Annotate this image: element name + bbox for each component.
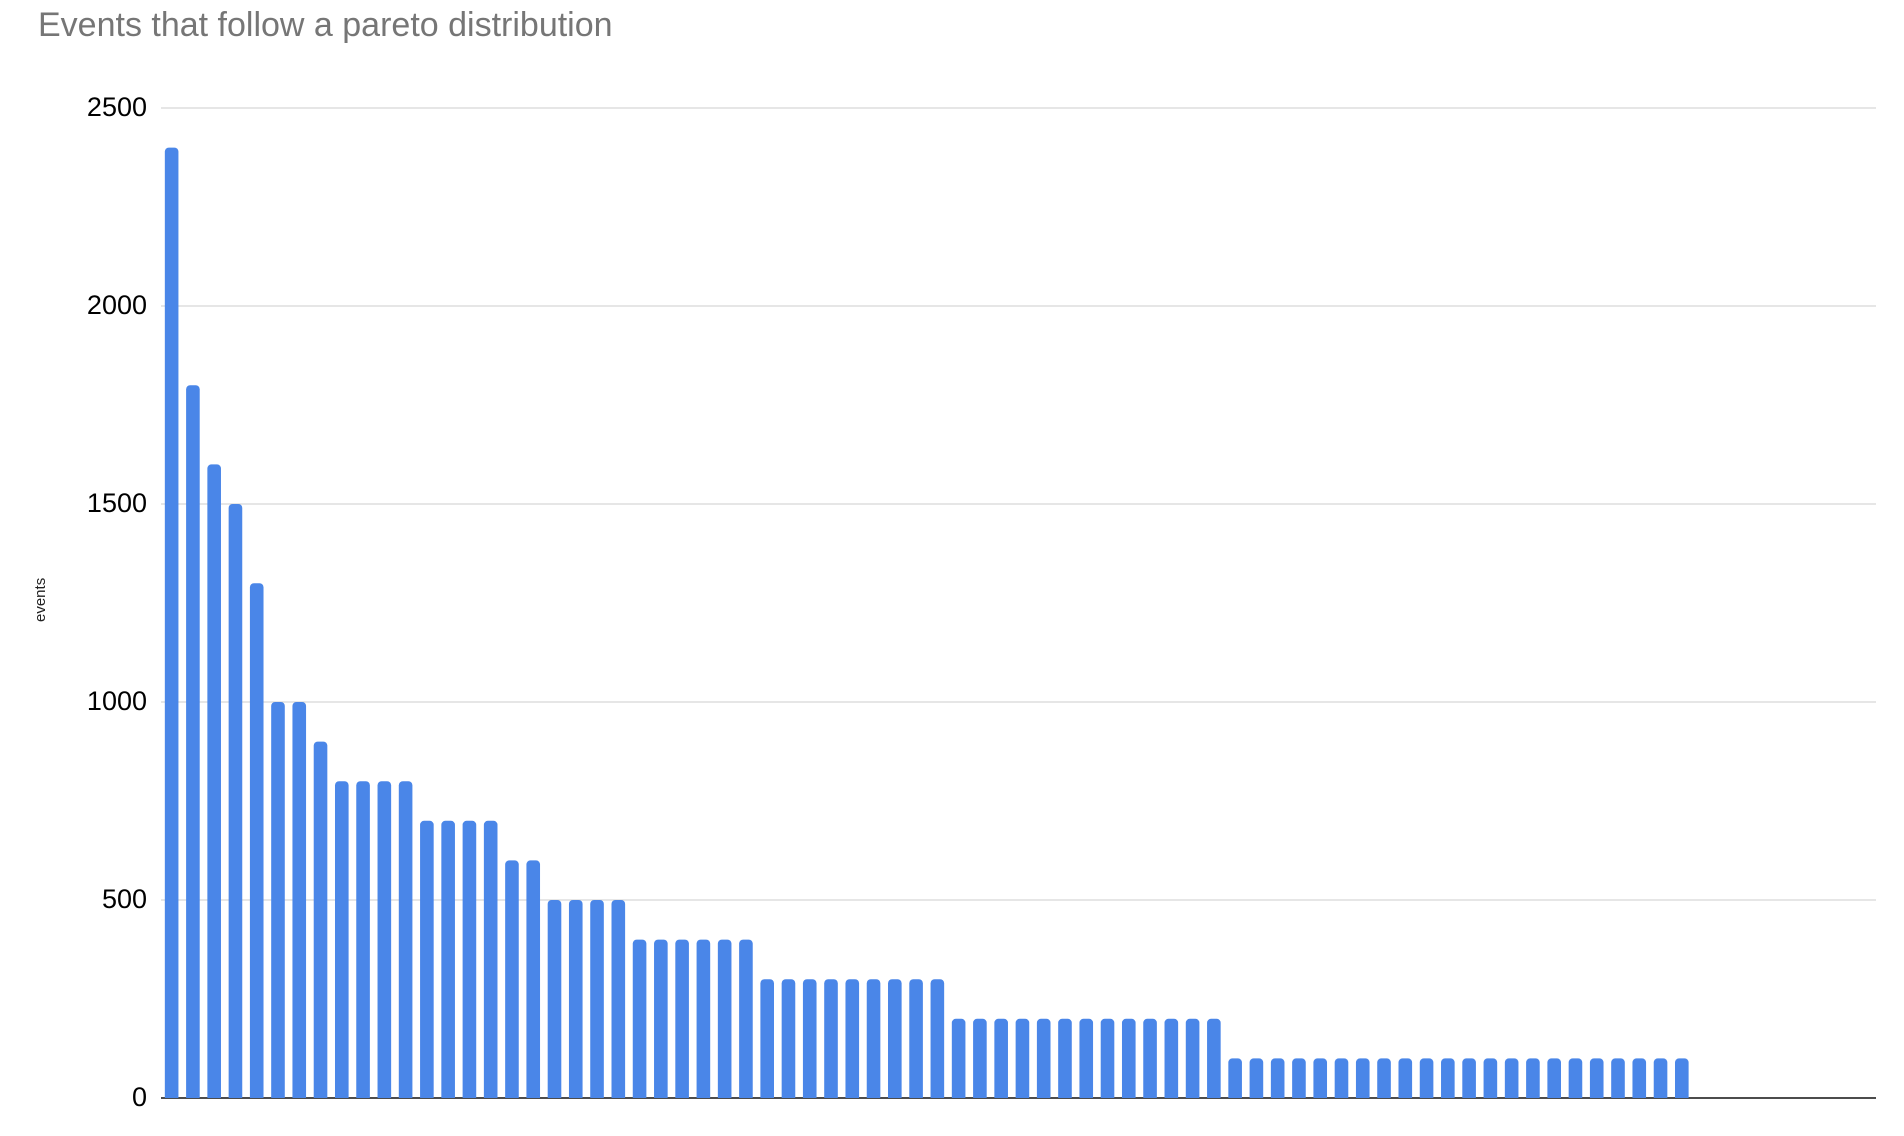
svg-text:2000: 2000 bbox=[87, 290, 147, 320]
svg-text:1000: 1000 bbox=[87, 686, 147, 716]
svg-text:500: 500 bbox=[102, 884, 147, 914]
svg-text:0: 0 bbox=[132, 1082, 147, 1112]
svg-text:1500: 1500 bbox=[87, 488, 147, 518]
svg-text:2500: 2500 bbox=[87, 92, 147, 122]
